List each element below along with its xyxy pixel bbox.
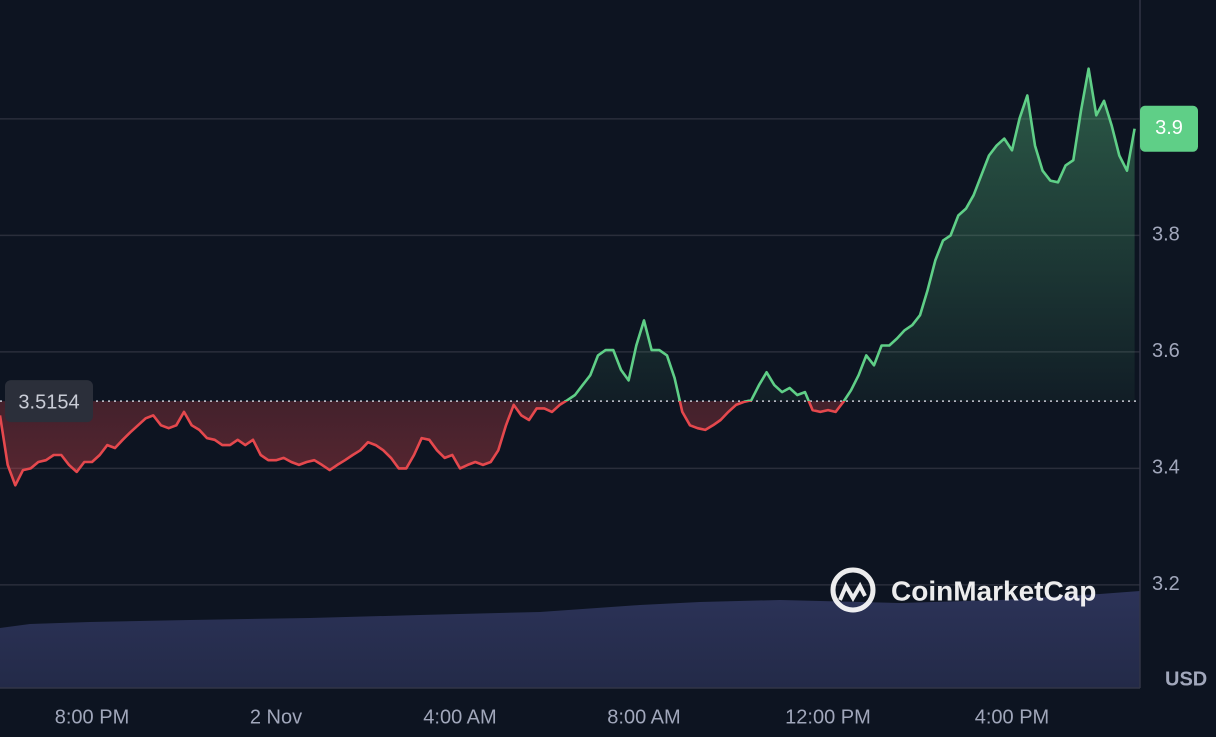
price-line (0, 67, 1136, 487)
watermark-text: CoinMarketCap (891, 575, 1096, 606)
x-tick-label: 8:00 PM (55, 706, 129, 728)
x-tick-label: 2 Nov (250, 706, 302, 728)
price-area (0, 68, 1135, 486)
y-tick-label: 3.2 (1152, 573, 1180, 595)
watermark: CoinMarketCap (830, 567, 1096, 613)
price-badge-bg (1140, 105, 1198, 152)
y-tick-label: 3.4 (1152, 457, 1180, 479)
price-badge: 3.9 (1155, 117, 1183, 139)
x-tick-label: 8:00 AM (607, 706, 680, 728)
watermark-logo (830, 567, 876, 613)
currency-label: USD (1165, 668, 1207, 690)
x-tick-label: 4:00 PM (975, 706, 1049, 728)
volume-area (0, 591, 1140, 688)
y-tick-label: 3.8 (1152, 224, 1180, 246)
y-tick-label: 3.6 (1152, 340, 1180, 362)
reference-badge-bg (5, 380, 93, 423)
watermark-logo-mark (838, 581, 867, 602)
x-tick-label: 4:00 AM (423, 706, 496, 728)
reference-badge: 3.5154 (18, 391, 79, 413)
x-tick-label: 12:00 PM (785, 706, 871, 728)
